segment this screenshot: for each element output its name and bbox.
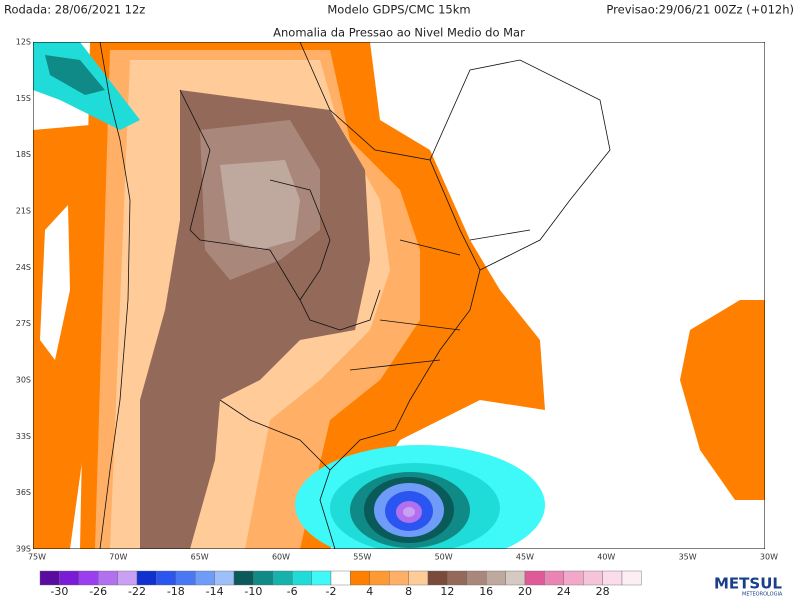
lat-label: 39S <box>16 544 31 553</box>
lon-label: 45W <box>516 553 534 562</box>
lon-label: 75W <box>28 553 46 562</box>
colorbar-tick-label: -2 <box>326 585 337 598</box>
colorbar-swatch <box>292 570 312 586</box>
colorbar-tick-label: 4 <box>366 585 373 598</box>
lon-label: 50W <box>435 553 453 562</box>
lon-label: 60W <box>272 553 290 562</box>
colorbar-tick-label: 16 <box>479 585 493 598</box>
lat-label: 12S <box>16 38 31 47</box>
lon-label: 40W <box>597 553 615 562</box>
colorbar-tick-label: -30 <box>50 585 68 598</box>
colorbar-swatch <box>117 570 138 586</box>
colorbar-tick-label: -14 <box>206 585 224 598</box>
colorbar-swatch <box>272 570 293 586</box>
colorbar-tick-label: -6 <box>287 585 298 598</box>
lat-label: 21S <box>16 206 31 215</box>
colorbar-tick-label: 24 <box>557 585 571 598</box>
colorbar-tick-label: -26 <box>89 585 107 598</box>
colorbar-swatch <box>621 570 642 586</box>
lon-label: 70W <box>109 553 127 562</box>
colorbar-swatch <box>194 570 215 586</box>
colorbar: -30 -26 -22 -18 -14 -10 -6 -2 4 8 12 16 20 24 28 <box>39 570 642 598</box>
colorbar-swatch <box>214 570 235 586</box>
colorbar-tick-label: 20 <box>518 585 532 598</box>
lon-label: 30W <box>760 553 778 562</box>
lat-label: 15S <box>16 94 31 103</box>
colorbar-swatch <box>486 570 506 586</box>
map-title: Anomalia da Pressao ao Nivel Medio do Ma… <box>273 26 525 40</box>
colorbar-swatch <box>59 570 80 586</box>
map <box>33 42 765 549</box>
lat-label: 30S <box>16 375 31 384</box>
colorbar-swatch <box>350 570 370 586</box>
colorbar-swatch <box>447 570 467 586</box>
colorbar-swatch <box>253 570 273 586</box>
colorbar-tick-label: -18 <box>167 585 185 598</box>
lat-label: 18S <box>16 150 31 159</box>
colorbar-tick-label: 12 <box>440 585 454 598</box>
lat-label: 36S <box>16 488 31 497</box>
lat-label: 33S <box>16 432 31 441</box>
colorbar-swatch <box>544 570 565 586</box>
colorbar-swatch <box>311 570 332 586</box>
lon-label: 65W <box>191 553 209 562</box>
colorbar-swatch <box>156 570 176 586</box>
colorbar-tick-label: -10 <box>244 585 262 598</box>
forecast-label: Previsao:29/06/21 00Zz (+012h) <box>606 3 794 17</box>
colorbar-swatch <box>583 570 603 586</box>
colorbar-swatch <box>233 570 254 586</box>
model-label: Modelo GDPS/CMC 15km <box>327 3 470 17</box>
colorbar-swatch <box>563 570 584 586</box>
lon-label: 55W <box>353 553 371 562</box>
colorbar-swatch <box>369 570 390 586</box>
colorbar-tick-label: -22 <box>128 585 146 598</box>
colorbar-swatch <box>175 570 196 586</box>
colorbar-swatch <box>39 570 60 586</box>
logo-name: METSUL <box>714 575 782 593</box>
colorbar-swatch <box>505 570 526 586</box>
colorbar-swatch <box>408 570 429 586</box>
lat-label: 24S <box>16 263 31 272</box>
colorbar-swatch <box>136 570 157 586</box>
colorbar-swatch <box>97 570 118 586</box>
colorbar-tick-label: 8 <box>405 585 412 598</box>
colorbar-swatch <box>427 570 448 586</box>
lat-label: 27S <box>16 319 31 328</box>
colorbar-swatch <box>78 570 99 586</box>
colorbar-swatch <box>466 570 487 586</box>
logo-tagline: METEOROLOGIA <box>742 592 783 598</box>
colorbar-swatch <box>524 570 545 586</box>
colorbar-tick-label: 28 <box>596 585 610 598</box>
colorbar-swatch <box>602 570 623 586</box>
colorbar-swatch <box>330 570 351 586</box>
lon-label: 35W <box>679 553 697 562</box>
run-label: Rodada: 28/06/2021 12z <box>4 3 145 17</box>
colorbar-swatch <box>389 570 409 586</box>
